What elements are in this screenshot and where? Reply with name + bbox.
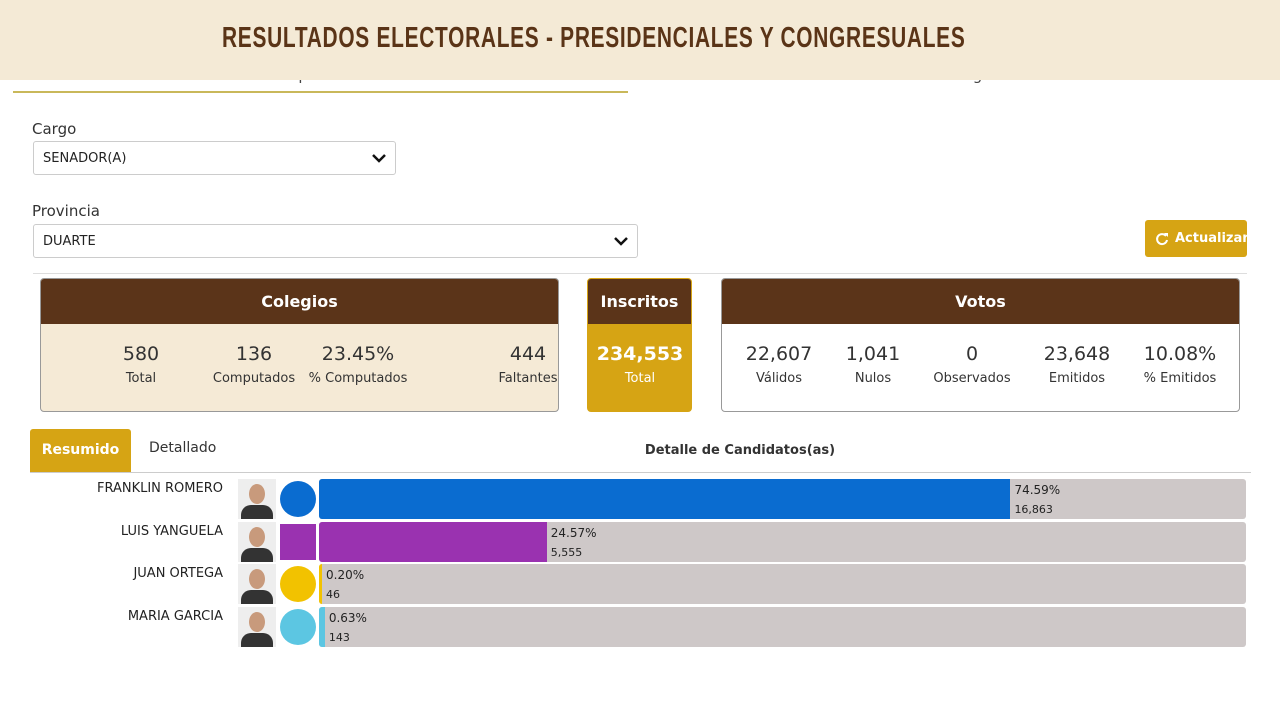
stat-label: Emitidos xyxy=(1048,371,1106,386)
party-logo xyxy=(280,608,316,645)
party-logo xyxy=(280,481,316,517)
votes-label: 46 xyxy=(326,588,340,601)
stat: 444 Faltantes xyxy=(473,343,558,386)
bar-track: 74.59% 16,863 xyxy=(319,479,1246,519)
field-label: Cargo xyxy=(32,120,77,138)
pct-label: 24.57% xyxy=(550,525,597,540)
stat-card: Inscritos 234,553 Total xyxy=(587,278,692,412)
header: RESULTADOS ELECTORALES - PRESIDENCIALES … xyxy=(0,0,1280,80)
card-title: Inscritos xyxy=(588,279,691,324)
stat-value: 580 xyxy=(122,343,160,365)
bar xyxy=(319,521,547,562)
stat-value: 10.08% xyxy=(1143,343,1217,365)
bar xyxy=(319,479,1011,519)
subtab[interactable]: Detallado xyxy=(149,440,217,456)
stat-label: Computados xyxy=(212,371,296,386)
photo-body xyxy=(241,590,273,604)
candidate-photo xyxy=(238,521,276,562)
candidate-photo xyxy=(238,606,276,647)
stat-value: 23,648 xyxy=(1043,343,1111,365)
stat: 580 Total xyxy=(86,343,196,386)
divider xyxy=(30,472,1251,473)
photo-head xyxy=(249,526,265,547)
party-logo xyxy=(280,566,316,602)
stat: 0 Observados xyxy=(917,343,1027,386)
button-label: Actualizar xyxy=(1175,231,1249,246)
candidate-name: LUIS YANGUELA xyxy=(120,523,223,539)
select[interactable]: SENADOR(A) xyxy=(33,141,396,175)
stat: 22,607 Válidos xyxy=(724,343,834,386)
stat-card: Votos 22,607 Válidos 1,041 Nulos 0 Observados 2… xyxy=(721,278,1240,412)
page-title: RESULTADOS ELECTORALES - PRESIDENCIALES … xyxy=(222,22,966,54)
candidate-photo xyxy=(238,564,276,604)
select-value: SENADOR(A) xyxy=(43,151,127,166)
pct-label: 0.20% xyxy=(326,568,365,582)
stat: 10.08% % Emitidos xyxy=(1125,343,1235,386)
stat-label: Total xyxy=(624,371,656,386)
stat-value: 23.45% xyxy=(321,343,395,365)
stat-label: Nulos xyxy=(854,371,892,386)
photo-head xyxy=(249,484,265,504)
bar-track: 0.63% 143 xyxy=(319,606,1246,647)
select[interactable]: DUARTE xyxy=(33,224,638,258)
stat-value: 22,607 xyxy=(745,343,813,365)
stat-label: Válidos xyxy=(755,371,803,386)
stat-value: 1,041 xyxy=(845,343,901,365)
photo-body xyxy=(241,547,273,562)
party-logo xyxy=(280,523,316,560)
photo-body xyxy=(241,632,273,647)
stat-value: 234,553 xyxy=(596,343,684,365)
card-title: Votos xyxy=(722,279,1239,324)
section-title: Detalle de Candidatos(as) xyxy=(644,443,836,458)
stat-label: % Emitidos xyxy=(1143,371,1217,386)
stat-label: Observados xyxy=(933,371,1011,386)
tab-underline xyxy=(13,91,628,93)
votes-label: 143 xyxy=(328,630,350,644)
stat-value: 0 xyxy=(965,343,979,365)
card-title: Colegios xyxy=(41,279,558,324)
subtab-active[interactable]: Resumido xyxy=(30,429,131,472)
stat-card: Colegios 580 Total 136 Computados 23.45% % Com… xyxy=(40,278,559,412)
stat: 1,041 Nulos xyxy=(818,343,928,386)
field-label: Provincia xyxy=(32,202,100,220)
stat: 136 Computados xyxy=(199,343,309,386)
bar-track: 24.57% 5,555 xyxy=(319,521,1246,562)
candidate-name: MARIA GARCIA xyxy=(127,608,223,624)
bar xyxy=(319,564,322,604)
stat: 23,648 Emitidos xyxy=(1022,343,1132,386)
photo-head xyxy=(249,569,265,589)
chevron xyxy=(614,237,628,246)
bar-track: 0.20% 46 xyxy=(319,564,1246,604)
chevron xyxy=(372,154,386,163)
divider xyxy=(33,273,1247,274)
candidate-name: JUAN ORTEGA xyxy=(133,566,223,581)
bar xyxy=(319,606,325,647)
stat: 234,553 Total xyxy=(588,343,691,386)
stat-label: Total xyxy=(125,371,157,386)
refresh-icon xyxy=(1156,233,1168,246)
stat-label: % Computados xyxy=(308,371,408,386)
photo-head xyxy=(249,611,265,632)
votes-label: 16,863 xyxy=(1014,503,1053,516)
pct-label: 74.59% xyxy=(1014,483,1061,497)
photo-body xyxy=(241,505,273,519)
stat-value: 444 xyxy=(509,343,547,365)
candidate-name: FRANKLIN ROMERO xyxy=(96,481,223,496)
votes-label: 5,555 xyxy=(550,545,583,559)
stat: 23.45% % Computados xyxy=(303,343,413,386)
stat-value: 136 xyxy=(235,343,273,365)
stat-label: Faltantes xyxy=(498,371,558,386)
candidate-photo xyxy=(238,479,276,519)
pct-label: 0.63% xyxy=(328,610,367,625)
refresh-button[interactable]: Actualizar xyxy=(1145,220,1249,257)
select-value: DUARTE xyxy=(43,234,96,249)
